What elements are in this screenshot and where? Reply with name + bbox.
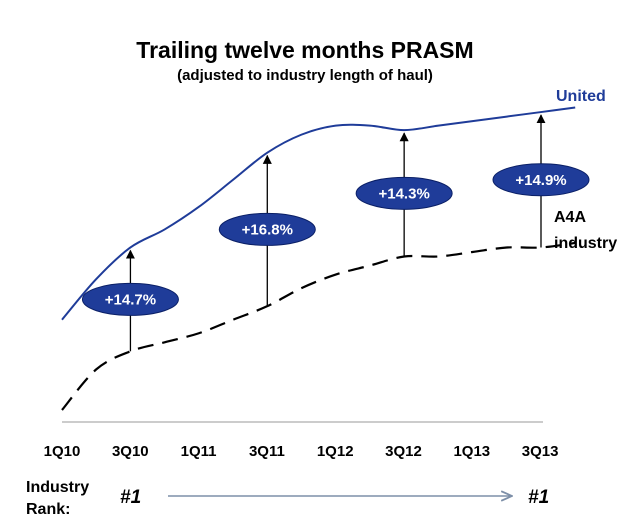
gap-badges: +14.7% +16.8% +14.3% +14.9% xyxy=(81,163,590,316)
x-tick-label: 3Q11 xyxy=(249,443,285,460)
series-label-united: United xyxy=(556,88,606,105)
series-line-united xyxy=(61,106,576,321)
rank-label-line2: Rank: xyxy=(26,501,70,518)
gap-badge xyxy=(81,282,179,316)
gap-badge-label: +14.7% xyxy=(105,291,156,308)
rank-start: #1 xyxy=(120,487,141,508)
x-tick-label: 3Q12 xyxy=(385,443,422,460)
x-tick-label: 1Q13 xyxy=(453,443,490,460)
chart-subtitle: (adjusted to industry length of haul) xyxy=(177,67,433,84)
chart-title: Trailing twelve months PRASM xyxy=(136,37,473,63)
series-label-industry-line2: industry xyxy=(554,235,617,252)
series-label-industry-line1: A4A xyxy=(554,209,586,226)
x-tick-label: 1Q10 xyxy=(44,443,81,460)
x-axis-ticks: 1Q10 3Q10 1Q11 3Q11 1Q12 3Q12 1Q13 3Q13 xyxy=(44,443,559,460)
x-tick-label: 1Q12 xyxy=(317,443,354,460)
x-tick-label: 1Q11 xyxy=(181,443,217,460)
rank-end: #1 xyxy=(528,487,549,508)
x-tick-label: 3Q10 xyxy=(112,443,149,460)
gap-badge xyxy=(218,212,316,246)
gap-badge-label: +14.9% xyxy=(515,172,566,189)
series-lines xyxy=(61,106,576,411)
gap-badge-label: +16.8% xyxy=(242,221,293,238)
series-line-industry xyxy=(61,241,576,411)
x-tick-label: 3Q13 xyxy=(522,443,559,460)
gap-badge xyxy=(355,176,453,210)
rank-label-line1: Industry xyxy=(26,479,89,496)
gap-badge-label: +14.3% xyxy=(378,185,429,202)
gap-arrows xyxy=(125,114,546,352)
gap-badge xyxy=(492,163,590,197)
